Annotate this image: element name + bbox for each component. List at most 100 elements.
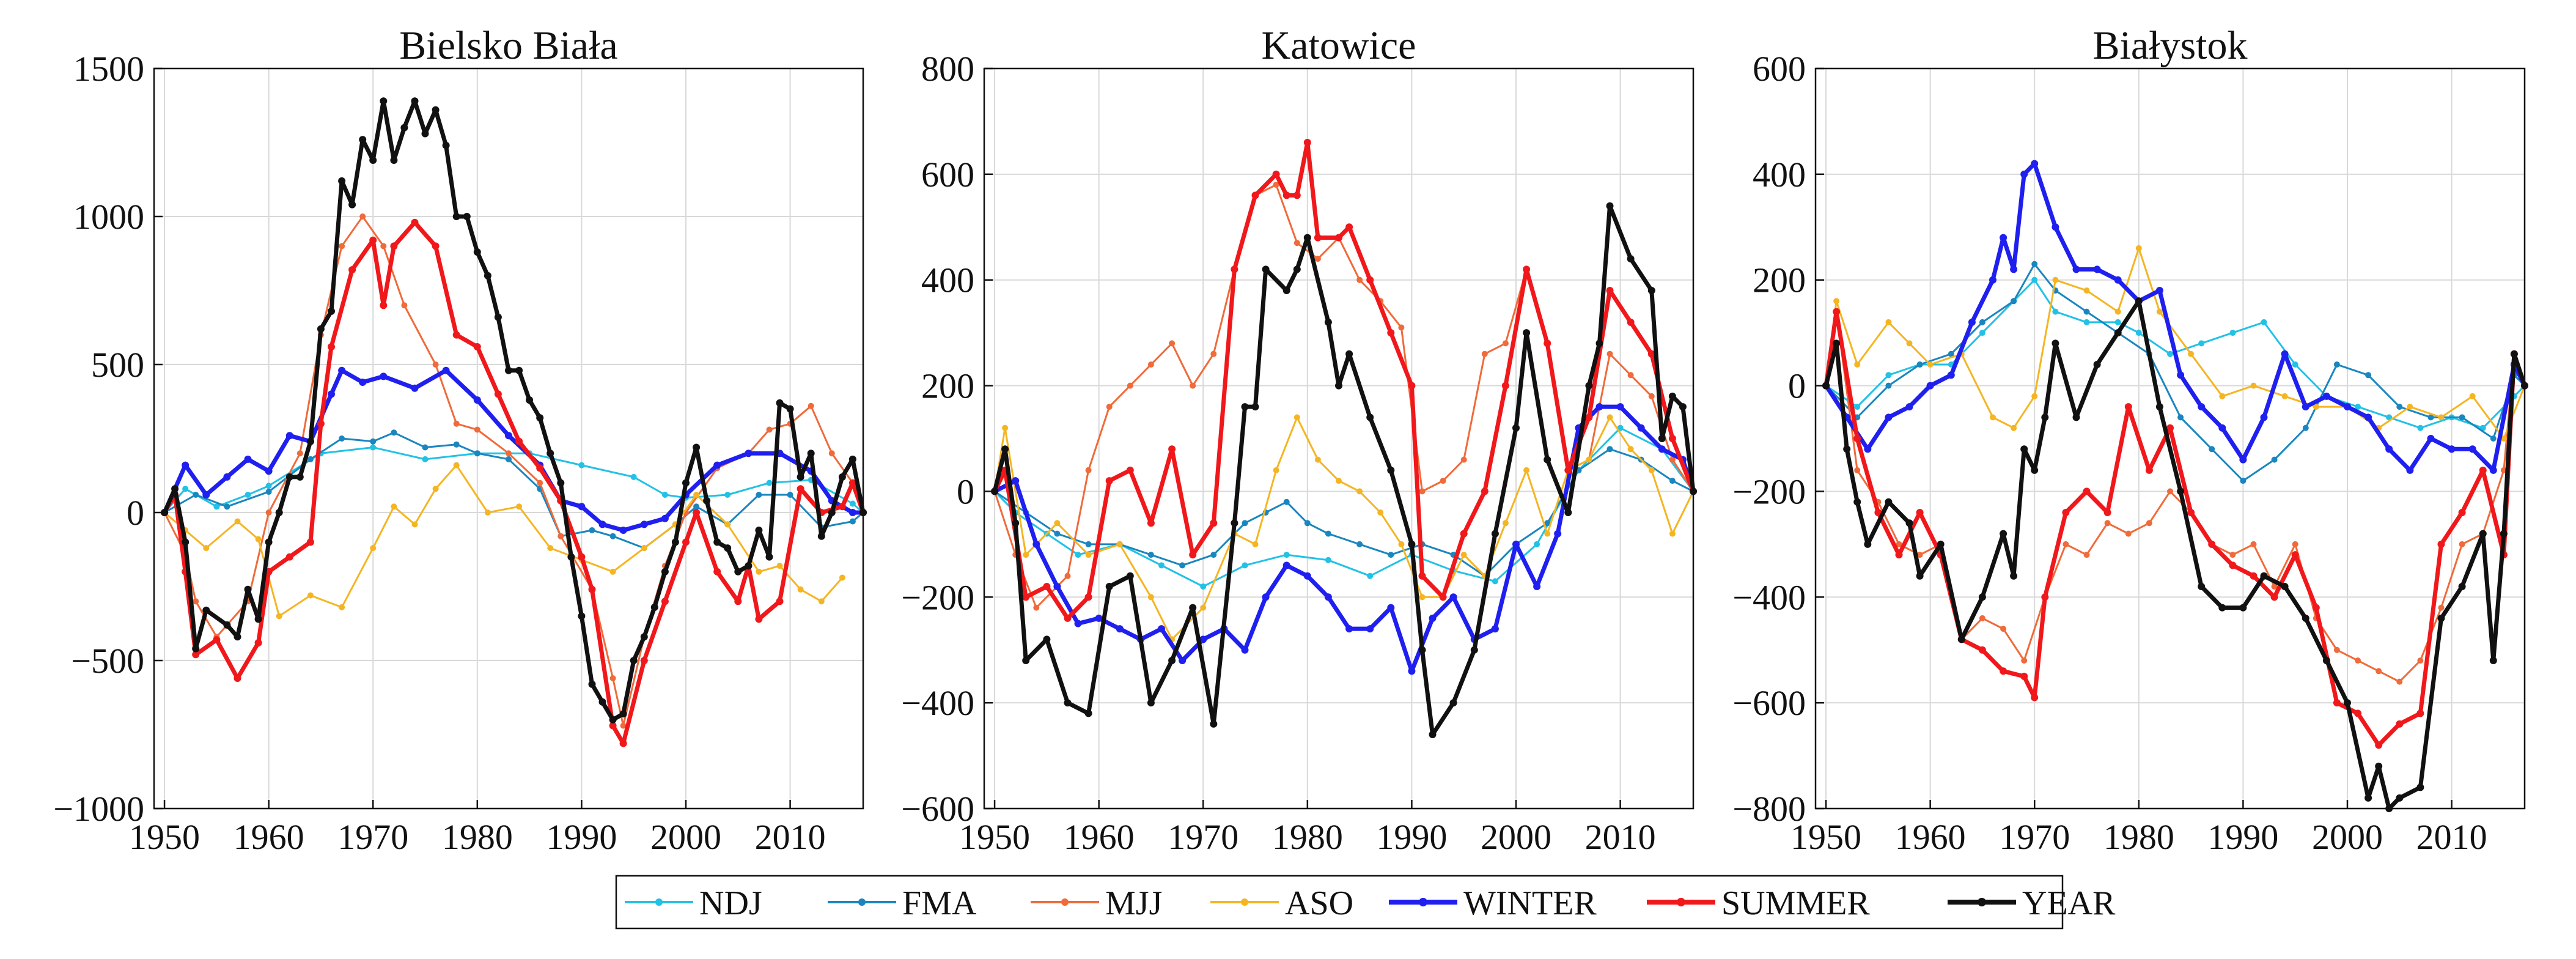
series-fma	[1823, 261, 2528, 484]
data-point	[1366, 625, 1374, 633]
data-point	[1210, 350, 1217, 357]
data-point	[1585, 382, 1593, 390]
data-point	[1241, 646, 1249, 654]
data-point	[391, 429, 397, 436]
data-point	[1544, 456, 1551, 464]
data-point	[1012, 477, 1020, 485]
data-point	[1273, 182, 1279, 188]
data-point	[1262, 593, 1270, 601]
data-point	[578, 503, 586, 511]
data-point	[578, 553, 586, 561]
series-line-aso	[993, 416, 1695, 640]
data-point	[1064, 699, 1072, 707]
data-point	[589, 527, 595, 533]
data-point	[1189, 604, 1197, 612]
data-point	[2396, 678, 2403, 685]
y-tick-label: 600	[1753, 49, 1806, 89]
y-tick-label: 400	[1753, 155, 1806, 194]
data-point	[370, 438, 377, 445]
data-point	[787, 492, 793, 498]
data-point	[306, 538, 314, 546]
data-point	[1669, 456, 1676, 463]
data-point	[1989, 276, 1996, 284]
data-point	[2468, 445, 2476, 453]
data-point	[1367, 572, 1374, 579]
data-point	[328, 390, 335, 398]
data-point	[1896, 541, 1902, 547]
axes-frame	[983, 67, 1695, 810]
data-point	[2000, 530, 2007, 538]
data-point	[2031, 160, 2039, 168]
data-point	[619, 527, 627, 534]
data-point	[1084, 709, 1092, 717]
data-point	[452, 331, 460, 339]
axes-frame	[153, 67, 864, 810]
data-point	[1366, 276, 1374, 284]
data-point	[505, 366, 512, 374]
data-point	[991, 487, 999, 495]
data-point	[2271, 583, 2278, 590]
data-point	[1586, 456, 1592, 463]
data-point	[1885, 319, 1892, 325]
data-point	[745, 450, 753, 457]
y-tick-label: −400	[1732, 577, 1806, 617]
data-point	[1460, 552, 1467, 558]
y-tick-label: −200	[901, 577, 974, 617]
data-point	[2396, 404, 2403, 410]
data-point	[1210, 552, 1217, 558]
data-point	[1293, 191, 1301, 199]
data-point	[2218, 604, 2226, 612]
data-point	[2083, 308, 2090, 315]
legend-swatch-marker	[1978, 898, 1986, 906]
data-point	[1906, 340, 1913, 347]
data-point	[661, 598, 669, 605]
data-point	[359, 379, 367, 386]
data-point	[848, 479, 856, 487]
data-point	[2124, 403, 2132, 411]
data-point	[776, 563, 783, 569]
data-point	[1085, 541, 1092, 547]
data-point	[776, 598, 784, 605]
data-point	[1419, 488, 1426, 495]
data-point	[1147, 361, 1154, 368]
data-point	[765, 553, 773, 561]
data-point	[1481, 487, 1489, 495]
x-tick-label: 2010	[1585, 817, 1656, 857]
data-point	[244, 585, 252, 593]
x-tick-label: 1990	[2207, 817, 2278, 857]
series-line-summer	[992, 140, 1696, 621]
data-point	[255, 536, 262, 542]
data-point	[848, 509, 856, 516]
data-point	[1200, 604, 1207, 611]
data-point	[2041, 593, 2049, 601]
data-point	[1534, 541, 1540, 547]
data-point	[1388, 552, 1394, 558]
data-point	[1916, 509, 1924, 516]
data-point	[661, 514, 669, 522]
data-point	[2240, 478, 2247, 484]
data-point	[620, 722, 627, 729]
data-point	[1105, 583, 1113, 590]
data-point	[2229, 561, 2237, 569]
data-point	[317, 325, 325, 333]
plot-area	[1816, 68, 2525, 809]
legend-label: WINTER	[1463, 884, 1597, 922]
data-point	[1419, 594, 1426, 601]
data-point	[2270, 593, 2278, 601]
data-point	[1335, 234, 1342, 242]
data-point	[202, 491, 210, 498]
data-point	[1449, 699, 1457, 707]
data-point	[2458, 583, 2466, 590]
data-point	[1502, 340, 1509, 347]
data-point	[2489, 657, 2497, 664]
data-point	[2177, 414, 2184, 421]
data-point	[1822, 382, 1830, 390]
data-point	[1314, 456, 1321, 463]
data-point	[745, 562, 753, 570]
data-point	[1294, 414, 1300, 421]
data-point	[2052, 276, 2059, 283]
data-point	[1648, 467, 1655, 473]
data-point	[2114, 329, 2122, 337]
data-point	[2500, 435, 2507, 442]
data-point	[1242, 562, 1248, 569]
